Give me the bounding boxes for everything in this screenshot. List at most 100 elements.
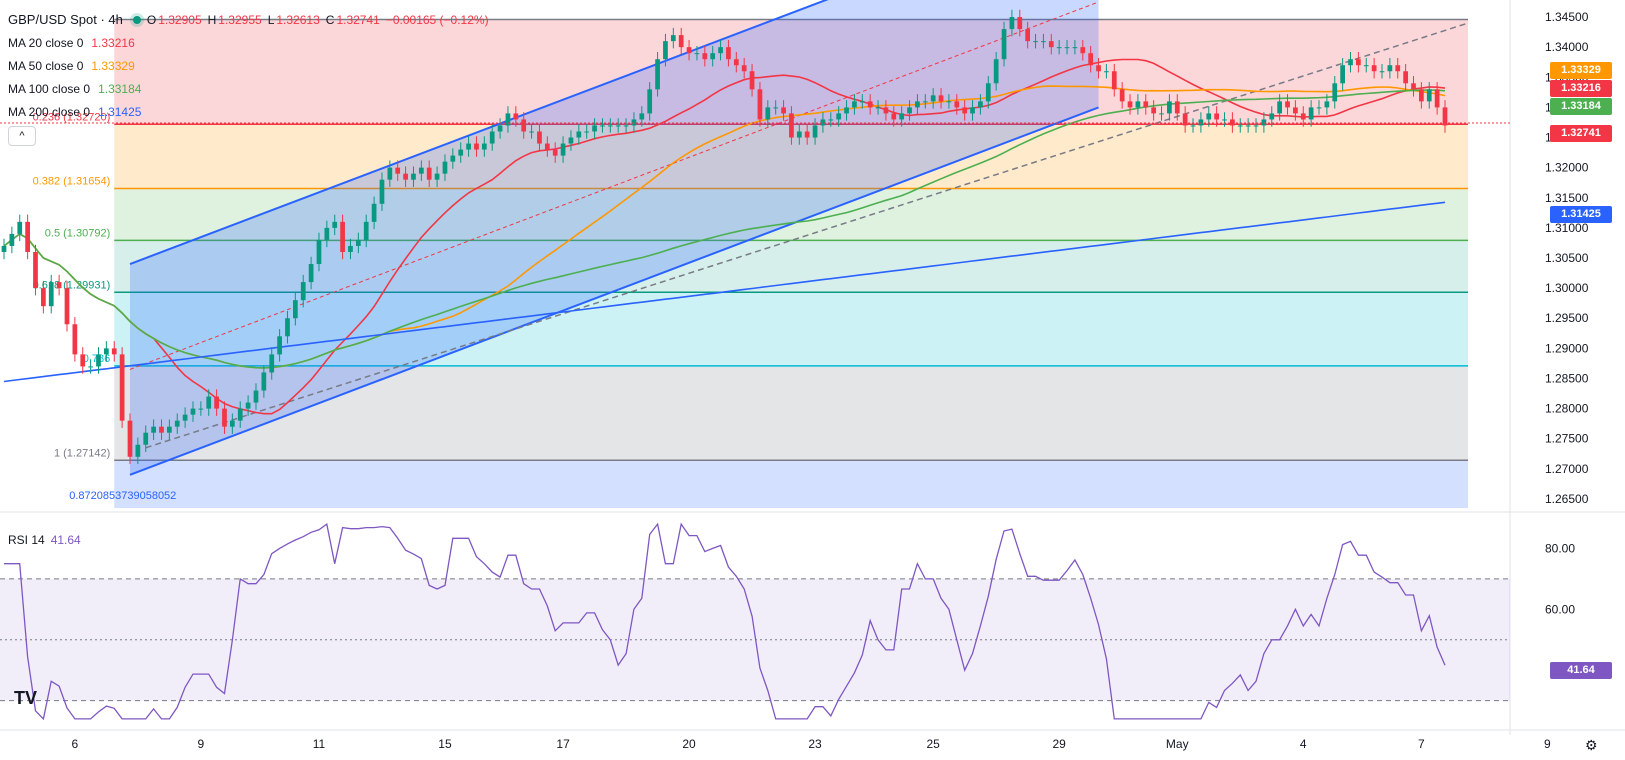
ma50-price-tag: 1.33329 — [1550, 62, 1612, 79]
candle-body — [442, 161, 448, 174]
candle-body — [749, 71, 755, 90]
candle-body — [1324, 101, 1330, 108]
candle-body — [544, 143, 550, 150]
candle-body — [726, 47, 731, 60]
fib-level-label: 0.382 (1.31654) — [33, 175, 111, 187]
candle-body — [1245, 125, 1251, 127]
time-axis-label: 20 — [682, 737, 696, 751]
candle-body — [1434, 89, 1440, 108]
fib-level-label: 0.5 (1.30792) — [45, 227, 110, 239]
fib-zone — [114, 365, 1468, 461]
candle-body — [379, 179, 385, 204]
candle-body — [1151, 107, 1157, 114]
symbol-header: GBP/USD Spot · 4h O 1.32905 H 1.32955 L 1.3… — [8, 8, 489, 31]
settings-gear-icon[interactable]: ⚙ — [1585, 737, 1598, 753]
candle-body — [355, 239, 361, 246]
candle-body — [426, 167, 432, 180]
price-axis-label: 1.28500 — [1545, 371, 1589, 385]
candle-body — [1426, 89, 1432, 102]
market-status-icon — [132, 15, 141, 24]
collapse-legend-button[interactable]: ^ — [8, 126, 36, 146]
time-axis-label: 17 — [556, 737, 570, 751]
candle-body — [765, 107, 771, 120]
candle-body — [1190, 125, 1196, 127]
rsi-value: 41.64 — [50, 533, 81, 547]
candle-body — [9, 233, 15, 246]
rsi-price-tag: 41.64 — [1550, 662, 1612, 679]
candle-body — [229, 420, 235, 427]
candle-body — [434, 173, 440, 180]
candle-body — [600, 125, 605, 127]
candle-body — [1198, 119, 1204, 126]
candle-body — [1064, 47, 1070, 49]
candle-body — [245, 402, 251, 409]
candle-body — [820, 119, 826, 126]
chart-legend: GBP/USD Spot · 4h O 1.32905 H 1.32955 L 1.3… — [8, 8, 489, 123]
candle-body — [1206, 113, 1212, 120]
time-axis-label: 25 — [926, 737, 940, 751]
candle-body — [1300, 113, 1306, 120]
candle-body — [962, 107, 968, 114]
candle-body — [1230, 119, 1235, 126]
candle-body — [80, 354, 86, 367]
candle-body — [458, 149, 464, 156]
candle-body — [222, 408, 227, 427]
candle-body — [1316, 107, 1322, 109]
candle-body — [1041, 41, 1046, 43]
time-axis-label: 7 — [1418, 737, 1425, 751]
rsi-legend[interactable]: RSI 14 41.64 — [8, 533, 81, 547]
candle-body — [166, 426, 172, 433]
candle-body — [1135, 101, 1141, 108]
candle-body — [261, 372, 267, 391]
candle-body — [348, 245, 353, 252]
candle-body — [363, 221, 369, 240]
candle-body — [41, 288, 46, 307]
indicator-ma50[interactable]: MA 50 close 0 1.33329 — [8, 54, 489, 77]
price-axis-label: 1.27500 — [1545, 432, 1589, 446]
candle-body — [1387, 65, 1393, 72]
indicator-ma200[interactable]: MA 200 close 0 1.31425 — [8, 100, 489, 123]
candle-body — [1096, 65, 1101, 72]
candle-body — [308, 264, 314, 283]
low-label: L — [267, 12, 275, 27]
candle-body — [1411, 83, 1416, 90]
candle-body — [403, 173, 408, 180]
open-label: O — [146, 12, 157, 27]
indicator-ma20[interactable]: MA 20 close 0 1.33216 — [8, 31, 489, 54]
candle-body — [159, 426, 164, 433]
symbol-title[interactable]: GBP/USD Spot · 4h — [8, 11, 123, 27]
close-value: 1.32741 — [336, 12, 380, 27]
time-axis-label: 15 — [438, 737, 452, 751]
tradingview-logo[interactable]: TV — [14, 688, 38, 708]
ma20-price-tag: 1.33216 — [1550, 80, 1612, 97]
candle-body — [1033, 41, 1038, 43]
candle-body — [64, 288, 70, 325]
candle-body — [1253, 125, 1259, 127]
indicator-value: 1.33184 — [98, 81, 142, 96]
time-axis-label: May — [1166, 737, 1189, 751]
candle-body — [104, 348, 109, 355]
candle-body — [560, 143, 566, 156]
candle-body — [292, 300, 298, 319]
time-axis-label: 6 — [72, 737, 79, 751]
candle-body — [1009, 17, 1015, 30]
candle-body — [1001, 29, 1007, 60]
indicator-ma100[interactable]: MA 100 close 0 1.33184 — [8, 77, 489, 100]
candle-body — [88, 366, 93, 368]
candle-body — [836, 113, 842, 120]
time-axis-label: 29 — [1052, 737, 1066, 751]
candle-body — [1403, 71, 1408, 84]
candle-body — [1419, 89, 1424, 102]
indicator-value: 1.31425 — [98, 104, 142, 119]
candle-body — [1222, 119, 1227, 121]
candle-body — [655, 59, 660, 90]
candle-body — [1174, 101, 1180, 114]
high-value: 1.32955 — [218, 12, 262, 27]
time-axis-label: 9 — [1544, 737, 1551, 751]
candle-body — [639, 113, 645, 120]
candle-body — [119, 354, 125, 421]
indicator-name: MA 100 close 0 — [8, 81, 91, 96]
last-price-tag: 1.32741 — [1550, 125, 1612, 142]
candle-body — [1048, 41, 1054, 48]
